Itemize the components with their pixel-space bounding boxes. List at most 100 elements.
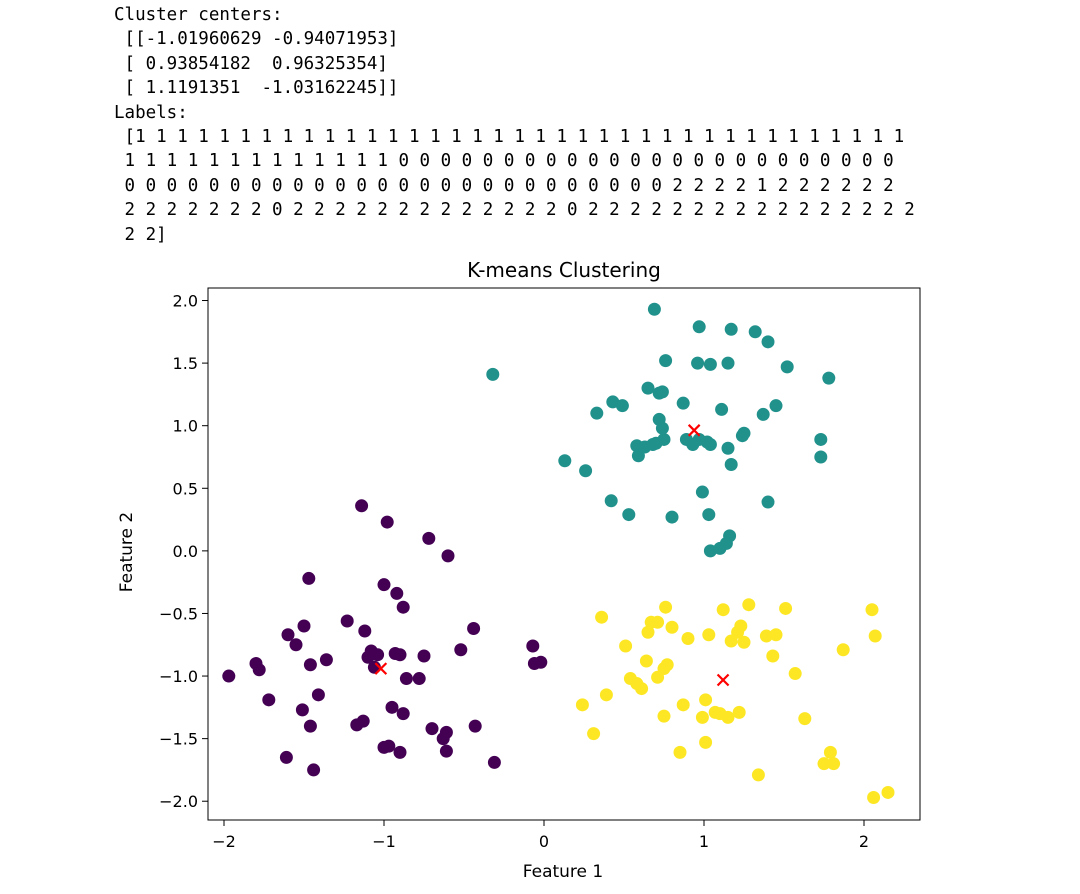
cluster-0-point xyxy=(390,586,404,600)
cluster-1-point xyxy=(558,454,572,468)
cluster-1-point xyxy=(659,354,673,368)
cluster-0-point xyxy=(382,739,396,753)
cluster-1-point xyxy=(761,335,775,349)
cluster-1-point xyxy=(756,407,770,421)
cluster-0-point xyxy=(262,693,276,707)
x-tick-label: 1 xyxy=(699,832,709,851)
scatter-chart: K-means Clustering 2.0 1.5 1.0 0.5 0.0 −0.5 −1… xyxy=(117,258,921,882)
cluster-1-point xyxy=(655,421,669,435)
y-axis-label: Feature 2 xyxy=(117,512,137,592)
cluster-2-point xyxy=(737,635,751,649)
cluster-1-point xyxy=(814,450,828,464)
cluster-2-point xyxy=(751,768,765,782)
cluster-2-point xyxy=(868,629,882,643)
cluster-0-point xyxy=(252,663,266,677)
y-tick-label: 2.0 xyxy=(173,292,198,311)
cluster-2-point xyxy=(881,785,895,799)
cluster-0-point xyxy=(385,700,399,714)
cluster-2-point xyxy=(699,735,713,749)
cluster-2-point xyxy=(595,610,609,624)
cluster-0-point xyxy=(340,614,354,628)
output-line: [ 1.1191351 -1.03162245]] xyxy=(114,78,399,99)
cluster-2-point xyxy=(734,619,748,633)
cluster-2-point xyxy=(779,601,793,615)
cluster-2-point xyxy=(836,643,850,657)
cluster-2-point xyxy=(865,603,879,617)
cluster-1-point xyxy=(665,510,679,524)
cluster-1-point xyxy=(655,385,669,399)
x-tick-label: 0 xyxy=(539,832,549,851)
cluster-1-point xyxy=(590,406,604,420)
cluster-1-point xyxy=(721,356,735,370)
y-tick-label: −1.0 xyxy=(159,667,198,686)
cluster-0-point xyxy=(279,750,293,764)
cluster-1-point xyxy=(691,356,705,370)
y-tick-label: −1.5 xyxy=(159,730,198,749)
output-line: 2 2] xyxy=(114,224,167,245)
cluster-1-point xyxy=(604,494,618,508)
cluster-1-point xyxy=(486,367,500,381)
cluster-1-point xyxy=(724,457,738,471)
data-points xyxy=(222,302,895,804)
plot-frame xyxy=(207,287,921,821)
cluster-1-point xyxy=(615,399,629,413)
cluster-0-point xyxy=(396,600,410,614)
cluster-0-point xyxy=(311,688,325,702)
cluster-2-point xyxy=(695,710,709,724)
cluster-2-point xyxy=(769,628,783,642)
console-output: Cluster centers: [[-1.01960629 -0.940719… xyxy=(114,3,915,247)
y-tick-label: −2.0 xyxy=(159,792,198,811)
cluster-0-point xyxy=(358,624,372,638)
cluster-1-point xyxy=(761,495,775,509)
cluster-2-point xyxy=(742,598,756,612)
cluster-1-point xyxy=(769,399,783,413)
x-axis-label: Feature 1 xyxy=(523,862,603,882)
x-tick-label: 2 xyxy=(859,832,869,851)
cluster-0-point xyxy=(307,763,321,777)
cluster-2-point xyxy=(641,625,655,639)
cluster-1-point xyxy=(723,529,737,543)
cluster-0-point xyxy=(380,515,394,529)
cluster-0-point xyxy=(425,722,439,736)
output-line: Labels: xyxy=(114,102,188,123)
cluster-0-point xyxy=(302,571,316,585)
cluster-2-point xyxy=(651,615,665,629)
cluster-0-point xyxy=(355,499,369,513)
cluster-2-point xyxy=(681,631,695,645)
y-tick-label: 1.5 xyxy=(173,354,198,373)
cluster-1-point xyxy=(703,357,717,371)
cluster-1-point xyxy=(724,322,738,336)
cluster-1-point xyxy=(822,371,836,385)
cluster-2-point xyxy=(759,629,773,643)
output-line: [1 1 1 1 1 1 1 1 1 1 1 1 1 1 1 1 1 1 1 1… xyxy=(114,127,905,148)
cluster-2-point xyxy=(867,790,881,804)
cluster-0-point xyxy=(297,619,311,633)
cluster-1-point xyxy=(579,464,593,478)
output-line: [ 0.93854182 0.96325354] xyxy=(114,53,388,74)
cluster-1-point xyxy=(641,381,655,395)
cluster-2-point xyxy=(732,705,746,719)
cluster-1-point xyxy=(676,396,690,410)
cluster-0-point xyxy=(289,638,303,652)
cluster-0-point xyxy=(303,658,317,672)
cluster-0-point xyxy=(393,648,407,662)
cluster-0-point xyxy=(417,649,431,663)
cluster-2-point xyxy=(788,667,802,681)
cluster-2-point xyxy=(673,745,687,759)
cluster-centers xyxy=(374,424,730,687)
cluster-2-point xyxy=(766,649,780,663)
cluster-0-point xyxy=(303,719,317,733)
cluster-2-point xyxy=(827,757,841,771)
cluster-1-point xyxy=(715,402,729,416)
cluster-1-point xyxy=(737,426,751,440)
cluster-1-point xyxy=(622,508,636,522)
cluster-0-point xyxy=(393,745,407,759)
cluster-0-point xyxy=(467,621,481,635)
y-tick-label: 1.0 xyxy=(173,417,198,436)
x-axis: −2 −1 0 1 2 xyxy=(212,820,869,851)
cluster-2-point xyxy=(659,600,673,614)
cluster-0-point xyxy=(534,655,548,669)
cluster-0-point xyxy=(356,714,370,728)
cluster-1-point xyxy=(702,508,716,522)
cluster-2-point xyxy=(575,698,589,712)
